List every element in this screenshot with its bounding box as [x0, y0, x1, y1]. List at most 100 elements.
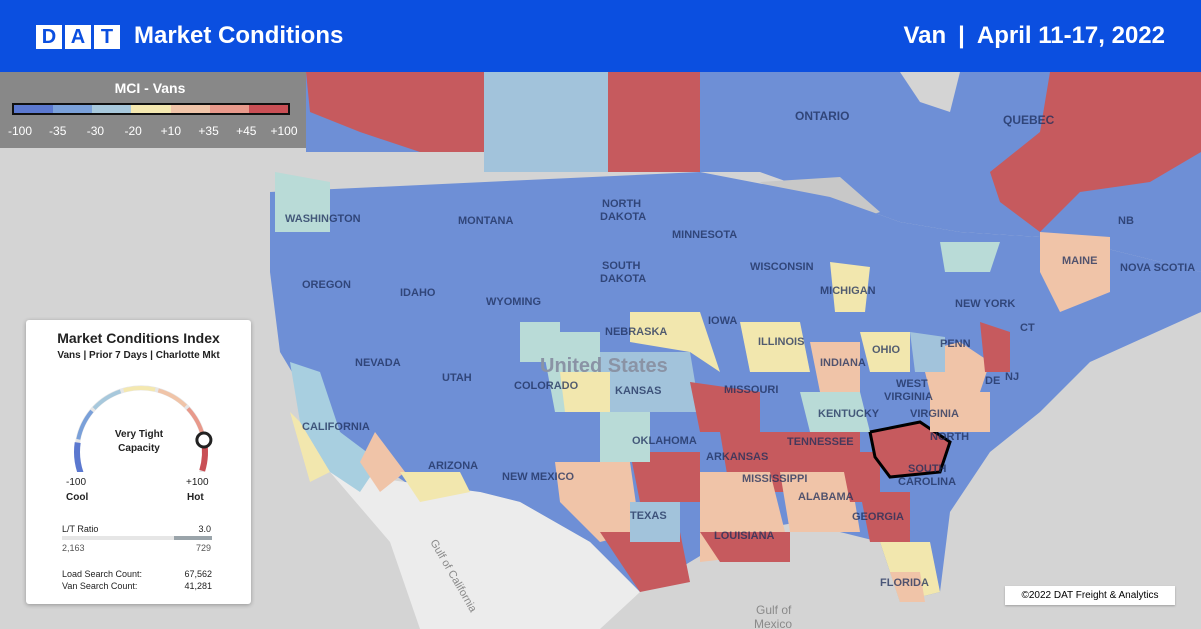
legend-swatch	[131, 105, 171, 113]
label-north-dakota-1: NORTH	[602, 198, 641, 210]
label-nb: NB	[1118, 215, 1134, 227]
gauge-status: Very Tight Capacity	[104, 428, 174, 456]
label-new-mexico: NEW MEXICO	[502, 471, 575, 483]
label-kansas: KANSAS	[615, 385, 661, 397]
label-south-dakota-2: DAKOTA	[600, 273, 646, 285]
label-colorado: COLORADO	[514, 380, 579, 392]
region-alabama	[780, 472, 860, 532]
label-oregon: OREGON	[302, 279, 351, 291]
logo-letter-d: D	[36, 25, 62, 49]
label-mississippi: MISSISSIPPI	[742, 473, 807, 485]
label-missouri: MISSOURI	[724, 384, 778, 396]
label-united-states: United States	[540, 355, 668, 377]
region-ohio-east	[910, 332, 945, 372]
map-svg: ONTARIO QUEBEC WASHINGTON OREGON IDAHO M…	[0, 72, 1201, 629]
label-alabama: ALABAMA	[798, 491, 854, 503]
legend-swatch	[14, 105, 54, 113]
label-arizona: ARIZONA	[428, 460, 478, 472]
label-nebraska: NEBRASKA	[605, 326, 667, 338]
region-dallas	[630, 452, 700, 502]
label-michigan: MICHIGAN	[820, 285, 876, 297]
label-indiana: INDIANA	[820, 357, 866, 369]
label-north-carolina: NORTH	[930, 431, 969, 443]
label-washington: WASHINGTON	[285, 213, 361, 225]
label-south-carolina-1: SOUTH	[908, 463, 947, 475]
legend-tick-label: -30	[86, 124, 105, 138]
lt-ratio-bar-fill	[174, 536, 212, 540]
card-subtitle: Vans | Prior 7 Days | Charlotte Mkt	[57, 350, 220, 361]
label-south-dakota-1: SOUTH	[602, 260, 641, 272]
van-search-value: 41,281	[184, 581, 212, 591]
gauge-hot-label: Hot	[187, 492, 204, 503]
status-line-1: Very Tight	[114, 429, 164, 440]
page-title: Market Conditions	[134, 22, 344, 49]
region-west-texas	[555, 462, 640, 542]
label-gulf-of-mexico-1: Gulf of	[756, 603, 792, 617]
gauge-max-value: +100	[186, 477, 209, 488]
gauge-segment	[74, 442, 84, 472]
gauge-min-value: -100	[66, 477, 87, 488]
label-north-dakota-2: DAKOTA	[600, 211, 646, 223]
legend-swatch	[209, 105, 249, 113]
mci-legend: MCI - Vans -100 -35 -30 -20 +10 +35 +45 +100	[0, 72, 306, 148]
region-bc	[306, 72, 484, 152]
legend-swatch	[92, 105, 132, 113]
region-quebec	[990, 72, 1201, 232]
gauge-segment	[157, 388, 187, 408]
label-kentucky: KENTUCKY	[818, 408, 880, 420]
region-central-texas	[630, 502, 680, 542]
legend-swatch	[53, 105, 93, 113]
region-mexico	[330, 472, 640, 629]
legend-tick-label: +35	[198, 124, 219, 138]
region-virginia	[930, 392, 990, 432]
label-oklahoma: OKLAHOMA	[632, 435, 697, 447]
market-conditions-card: Market Conditions Index Vans | Prior 7 D…	[26, 320, 251, 604]
gauge-segment	[76, 409, 94, 440]
date-range: April 11-17, 2022	[976, 22, 1165, 49]
label-west-virginia-2: VIRGINIA	[884, 391, 933, 403]
region-atlanta	[840, 452, 880, 502]
label-west-virginia-1: WEST	[896, 378, 928, 390]
label-california: CALIFORNIA	[302, 421, 370, 433]
label-ct: CT	[1020, 322, 1035, 334]
gauge-cool-label: Cool	[66, 492, 89, 503]
gauge-segment	[92, 389, 122, 410]
label-nevada: NEVADA	[355, 357, 401, 369]
legend-tick-label: +45	[236, 124, 257, 138]
load-search-row: Load Search Count: 67,562	[62, 569, 212, 579]
region-georgia-east	[860, 492, 910, 542]
label-nj: NJ	[1005, 371, 1019, 383]
region-louisiana	[700, 532, 790, 562]
load-search-label: Load Search Count:	[62, 569, 143, 579]
header-context: Van | April 11-17, 2022	[903, 22, 1165, 50]
equipment-type: Van	[903, 22, 947, 49]
region-michigan	[830, 262, 870, 312]
legend-ticks: -100 -35 -30 -20 +10 +35 +45 +100	[0, 124, 306, 140]
region-az-west	[360, 432, 405, 492]
region-houston	[600, 532, 690, 592]
label-utah: UTAH	[442, 372, 472, 384]
label-texas: TEXAS	[630, 510, 667, 522]
label-penn: PENN	[940, 338, 971, 350]
region-kentucky	[800, 392, 870, 432]
region-usa	[270, 172, 1201, 602]
label-florida: FLORIDA	[880, 577, 929, 589]
region-phoenix	[400, 472, 470, 502]
load-search-value: 67,562	[184, 569, 212, 579]
legend-tick-label: -100	[7, 124, 33, 138]
label-ontario: ONTARIO	[795, 109, 849, 123]
status-line-2: Capacity	[118, 443, 160, 454]
label-wisconsin: WISCONSIN	[750, 261, 814, 273]
region-charlotte-market[interactable]	[868, 420, 952, 479]
label-minnesota: MINNESOTA	[672, 229, 737, 241]
label-new-york: NEW YORK	[955, 298, 1015, 310]
region-missouri-south	[690, 382, 760, 432]
water-hudson	[900, 72, 960, 112]
region-florida-south	[890, 572, 925, 602]
map-canvas[interactable]: ONTARIO QUEBEC WASHINGTON OREGON IDAHO M…	[0, 72, 1201, 629]
label-quebec: QUEBEC	[1003, 113, 1055, 127]
label-de: DE	[985, 375, 1000, 387]
lt-loads-value: 2,163	[62, 543, 85, 553]
label-montana: MONTANA	[458, 215, 513, 227]
region-tennessee-west	[760, 432, 860, 482]
